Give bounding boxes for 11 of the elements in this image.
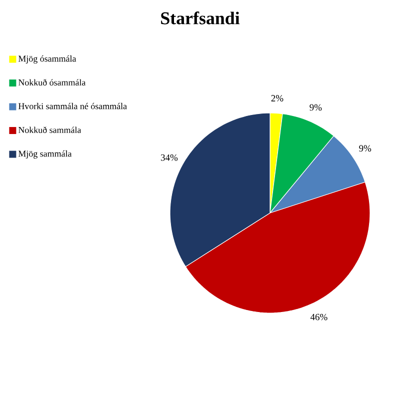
data-label: 9%	[359, 145, 372, 152]
data-label: 34%	[161, 154, 178, 161]
legend-label: Nokkuð sammála	[18, 126, 82, 134]
legend-label: Hvorki sammála né ósammála	[18, 102, 127, 110]
data-label: 2%	[271, 95, 284, 102]
data-label: 46%	[310, 314, 328, 320]
legend-label: Mjög sammála	[18, 150, 72, 159]
legend-label: Mjög ósammála	[18, 55, 76, 64]
legend-label: Nokkuð ósammála	[18, 79, 86, 86]
chart-title: Starfsandi	[161, 12, 240, 24]
data-label: 9%	[310, 104, 322, 111]
